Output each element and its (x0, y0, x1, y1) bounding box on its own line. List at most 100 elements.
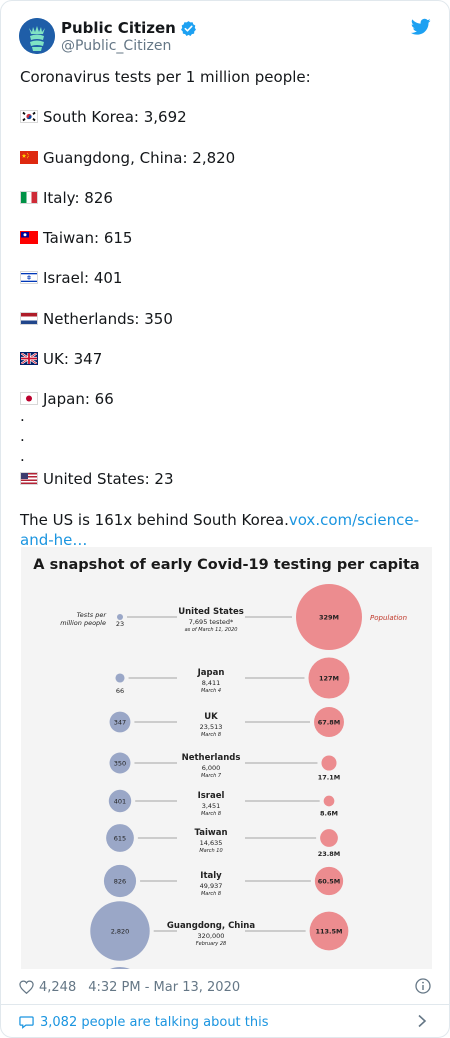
tests-value-label: 23 (116, 620, 124, 628)
population-value-label: 23.8M (318, 850, 341, 858)
population-bubble (296, 584, 362, 650)
tests-value-label: 615 (114, 835, 126, 843)
us-flag-icon (20, 472, 38, 486)
country-label: Guangdong, China (167, 921, 255, 931)
tweet-conclusion: The US is 161x behind South Korea.vox.co… (20, 510, 432, 530)
account-handle[interactable]: @Public_Citizen (61, 38, 172, 54)
taiwan-flag-icon (20, 231, 38, 245)
left-header: million people (60, 619, 106, 627)
population-bubble (314, 866, 344, 896)
info-icon[interactable] (415, 978, 431, 994)
tested-count-label: 7,695 tested* (189, 618, 234, 626)
avatar[interactable] (19, 18, 55, 54)
conversation-text[interactable]: 3,082 people are talking about this (40, 1014, 269, 1030)
tests-value-label: 350 (114, 760, 126, 768)
tests-bubble (103, 864, 137, 898)
list-item-text: Taiwan: 615 (43, 229, 133, 248)
tested-count-label: 23,513 (200, 723, 223, 731)
country-label: Israel (198, 791, 225, 801)
chart-title: A snapshot of early Covid-19 testing per… (33, 557, 420, 573)
list-item-text: Japan: 66 (43, 390, 114, 409)
tests-value-label: 347 (114, 719, 126, 727)
ellipsis-dot: . (20, 407, 25, 426)
like-count[interactable]: 4,248 (39, 979, 77, 995)
account-name[interactable]: Public Citizen (61, 19, 176, 37)
tests-bubble-cutoff (110, 967, 130, 969)
population-bubble (323, 795, 335, 807)
list-item-text: Italy: 826 (43, 188, 113, 207)
population-value-label: 113.5M (315, 928, 342, 936)
date-label: March 8 (201, 811, 221, 817)
list-item: Netherlands: 350 (20, 309, 432, 329)
population-value-label: 60.5M (318, 878, 341, 886)
list-item-text: South Korea: 3,692 (43, 108, 187, 127)
list-item: South Korea: 3,692 (20, 107, 432, 127)
tests-value-label: 826 (114, 878, 126, 886)
heart-icon[interactable] (19, 980, 34, 994)
tested-count-label: 8,411 (202, 679, 221, 687)
population-value-label: 127M (319, 675, 339, 683)
list-item-text: Netherlands: 350 (43, 309, 173, 328)
conclusion-text: The US is 161x behind South Korea. (20, 510, 289, 529)
tested-count-label: 3,451 (202, 802, 221, 810)
twitter-bird-icon[interactable] (411, 18, 431, 36)
italy-flag-icon (20, 190, 38, 204)
country-label: Italy (200, 871, 222, 881)
date-label: March 7 (201, 773, 222, 779)
population-value-label: 67.8M (318, 719, 341, 727)
japan-flag-icon (20, 392, 38, 406)
date-label: March 8 (201, 732, 221, 738)
tests-bubble (115, 673, 125, 683)
china-flag-icon (20, 150, 38, 164)
tests-bubble (106, 824, 134, 852)
israel-flag-icon (20, 271, 38, 285)
date-label: February 28 (196, 941, 226, 947)
tweet-header: Public Citizen @Public_Citizen (19, 18, 431, 58)
country-label: Japan (197, 668, 225, 678)
name-row: Public Citizen (61, 19, 197, 37)
country-label: United States (178, 607, 244, 617)
speech-bubble-icon (19, 1016, 34, 1029)
country-label: Taiwan (195, 828, 228, 838)
population-bubble (320, 829, 338, 847)
country-label: UK (204, 712, 218, 722)
link-continuation-line: and-he… (20, 530, 432, 550)
date-label: March 8 (201, 891, 221, 897)
right-header: Population (370, 614, 407, 622)
list-item: Japan: 66 (20, 389, 432, 409)
tested-count-label: 6,000 (202, 764, 221, 772)
ellipsis-dot: . (20, 427, 25, 446)
netherlands-flag-icon (20, 311, 38, 325)
population-value-label: 329M (319, 614, 339, 622)
tests-bubble (90, 901, 150, 961)
timestamp[interactable]: 4:32 PM - Mar 13, 2020 (88, 979, 241, 995)
chart-image[interactable]: A snapshot of early Covid-19 testing per… (21, 547, 432, 969)
list-item: Taiwan: 615 (20, 228, 432, 248)
list-item-text: Israel: 401 (43, 269, 123, 288)
population-bubble (309, 911, 349, 951)
country-label: Netherlands (182, 753, 241, 763)
conversation-link[interactable]: 3,082 people are talking about this (19, 1013, 431, 1031)
chevron-right-icon[interactable] (417, 1014, 427, 1028)
list-item: United States: 23 (20, 469, 432, 489)
south-korea-flag-icon (20, 110, 38, 124)
verified-badge-icon (180, 20, 196, 36)
list-item-text: United States: 23 (43, 470, 174, 489)
tests-bubble (108, 789, 132, 813)
list-item: UK: 347 (20, 349, 432, 369)
article-link-continued[interactable]: and-he… (20, 530, 88, 549)
list-item-text: UK: 347 (43, 350, 103, 369)
list-item: Israel: 401 (20, 268, 432, 288)
tests-bubble (117, 614, 123, 620)
population-bubble (321, 755, 337, 771)
date-label: March 10 (199, 848, 222, 854)
tested-count-label: 320,000 (198, 932, 225, 940)
date-label: as of March 11, 2020 (185, 627, 238, 633)
list-item-text: Guangdong, China: 2,820 (43, 148, 236, 167)
tests-value-label: 66 (116, 687, 124, 695)
article-link[interactable]: vox.com/science- (288, 510, 420, 529)
statue-logo-icon (19, 18, 55, 54)
tests-bubble (109, 752, 131, 774)
